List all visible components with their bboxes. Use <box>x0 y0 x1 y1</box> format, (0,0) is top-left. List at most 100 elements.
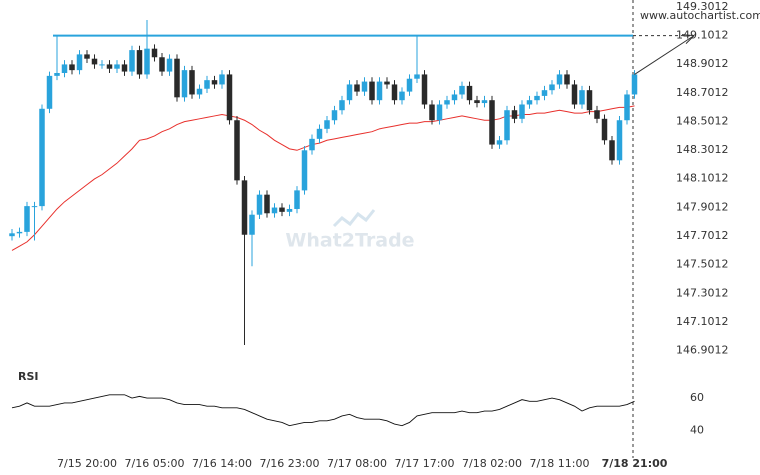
candle-body <box>99 64 105 66</box>
y-tick-label: 147.7012 <box>676 229 729 242</box>
candle-body <box>406 78 413 92</box>
candle-body <box>294 190 300 209</box>
x-tick-label: 7/18 02:00 <box>462 457 522 470</box>
candle-body <box>361 81 368 92</box>
y-tick-label: 149.3012 <box>676 0 729 13</box>
candle-body <box>474 100 480 104</box>
candle-body <box>324 120 330 129</box>
candle-body <box>489 100 495 145</box>
candle-body <box>54 73 60 76</box>
candle-body <box>189 70 195 95</box>
rsi-tick-label: 60 <box>690 391 704 404</box>
candle-body <box>594 110 600 119</box>
candle-body <box>391 84 398 101</box>
x-tick-label: 7/16 05:00 <box>125 457 185 470</box>
site-label: www.autochartist.com <box>640 9 760 22</box>
x-tick-label: 7/18 11:00 <box>530 457 590 470</box>
y-tick-label: 148.7012 <box>676 86 729 99</box>
candle-body <box>9 233 15 237</box>
candle-body <box>114 64 120 69</box>
candle-body <box>256 194 263 215</box>
candle-body <box>354 84 360 92</box>
candle-body <box>241 180 248 235</box>
candle-body <box>61 64 68 73</box>
candle-body <box>376 81 383 101</box>
candle-body <box>399 91 405 101</box>
candle-body <box>481 100 488 104</box>
forecast-arrow <box>634 35 695 75</box>
candle-body <box>601 118 608 141</box>
candle-body <box>609 140 615 161</box>
candle-body <box>219 74 225 85</box>
candle-body <box>121 64 128 72</box>
candle-body <box>586 90 593 111</box>
candle-body <box>369 81 375 101</box>
candle-body <box>279 207 285 212</box>
candle-body <box>526 100 533 105</box>
candle-body <box>226 74 233 121</box>
candle-body <box>24 206 30 232</box>
candle-body <box>511 110 518 119</box>
x-tick-label: 7/16 23:00 <box>260 457 320 470</box>
candle-body <box>579 90 585 105</box>
candle-body <box>144 48 150 75</box>
candle-body <box>39 108 45 207</box>
candle-body <box>151 48 158 58</box>
candle-body <box>504 110 510 141</box>
candle-body <box>301 150 308 191</box>
candle-body <box>384 81 390 85</box>
candle-body <box>429 104 435 121</box>
candle-body <box>271 207 278 214</box>
watermark: What2Trade <box>285 230 414 252</box>
candle-body <box>519 104 525 119</box>
y-tick-label: 148.5012 <box>676 114 729 127</box>
candle-body <box>549 84 555 91</box>
candle-body <box>46 75 53 109</box>
watermark-icon <box>332 209 376 228</box>
candle-body <box>91 58 98 65</box>
candle-body <box>616 120 623 161</box>
candle-body <box>316 128 323 139</box>
candle-body <box>196 88 203 95</box>
candle-body <box>339 100 345 111</box>
x-tick-label: 7/15 20:00 <box>57 457 117 470</box>
candle-body <box>234 120 240 181</box>
candle-body <box>211 80 218 85</box>
rsi-tick-label: 40 <box>690 424 704 437</box>
candle-body <box>249 214 255 235</box>
candle-body <box>129 50 135 72</box>
x-tick-label: 7/17 17:00 <box>395 457 455 470</box>
x-tick-label: 7/17 08:00 <box>327 457 387 470</box>
candle-body <box>31 206 38 208</box>
y-tick-label: 147.5012 <box>676 258 729 271</box>
candle-body <box>624 94 630 121</box>
candle-body <box>76 54 83 71</box>
forecast-arrowhead <box>681 34 695 44</box>
moving-average <box>11 105 635 251</box>
candle-body <box>571 84 578 105</box>
candle-body <box>106 64 113 69</box>
candle-body <box>541 90 548 96</box>
candle-body <box>159 57 165 72</box>
candle-body <box>16 231 23 234</box>
candle-body <box>436 104 443 121</box>
candle-body <box>459 85 465 95</box>
candle-body <box>69 64 75 71</box>
x-tick-label: 7/16 14:00 <box>192 457 252 470</box>
watermark-icon-line <box>332 209 376 228</box>
x-tick-label: 7/18 21:00 <box>602 457 668 470</box>
candle-body <box>556 74 563 85</box>
candle-body <box>181 70 188 98</box>
candle-body <box>631 74 638 95</box>
candle-body <box>451 94 458 101</box>
y-tick-label: 147.9012 <box>676 200 729 213</box>
candle-body <box>346 84 353 101</box>
candle-body <box>331 110 338 121</box>
candle-body <box>414 74 420 79</box>
y-tick-label: 148.3012 <box>676 143 729 156</box>
candle-body <box>534 95 540 101</box>
candle-body <box>136 50 143 75</box>
y-tick-label: 147.3012 <box>676 286 729 299</box>
candle-body <box>444 100 450 105</box>
